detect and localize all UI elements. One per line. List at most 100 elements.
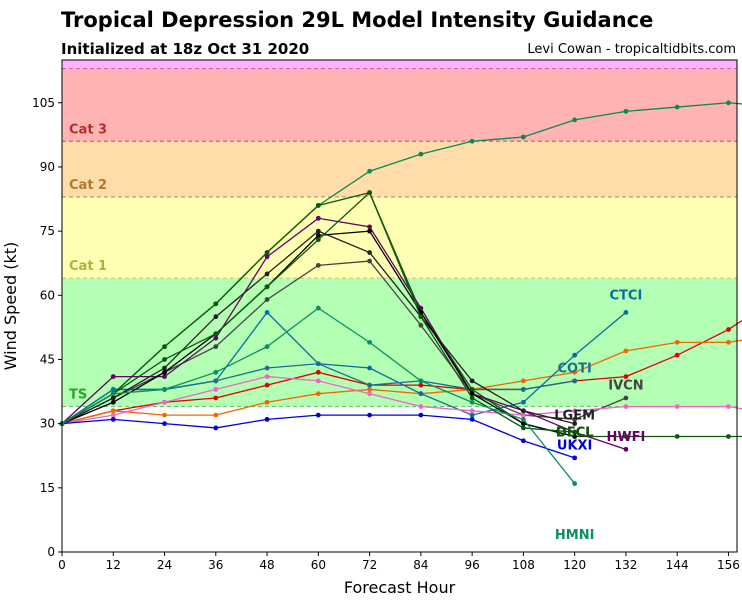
x-tick-label-48: 48 — [259, 558, 274, 572]
point-dshp-60 — [315, 203, 321, 208]
point-decl-84 — [418, 314, 424, 320]
point-coti-48 — [264, 365, 270, 371]
point-cemi-72 — [367, 391, 372, 397]
point-lgem-24 — [162, 365, 167, 371]
series-label-ivcn: IVCN — [608, 378, 643, 393]
point-ship-132 — [623, 108, 629, 114]
point-dshp-24 — [162, 344, 167, 350]
point-decl-24 — [162, 357, 167, 362]
point-ukxi-48 — [264, 416, 270, 422]
band-0 — [62, 406, 737, 552]
point-ivcn-132 — [623, 395, 629, 401]
x-tick-label-96: 96 — [464, 558, 479, 572]
point-lgem-72 — [367, 250, 372, 255]
point-ukxi-108 — [520, 438, 526, 444]
point-avni-84 — [418, 382, 424, 388]
point-ofcl-24 — [162, 369, 167, 375]
point-aemi-72 — [367, 387, 372, 392]
plot-frame — [61, 59, 738, 553]
point-hmni-72 — [367, 339, 372, 345]
point-hwfi-12 — [110, 374, 116, 379]
x-tick-label-36: 36 — [208, 558, 223, 572]
point-hmni-12 — [110, 391, 116, 397]
series-label-ctci: CTCI — [610, 289, 643, 304]
point-ivcn-120 — [572, 416, 578, 422]
x-axis: 01224364860728496108120132144156168 — [58, 552, 740, 572]
point-decl-36 — [213, 331, 219, 337]
point-cemi-12 — [110, 412, 116, 418]
x-tick-label-0: 0 — [58, 558, 66, 572]
point-hmni-36 — [213, 369, 219, 375]
point-lgem-36 — [213, 314, 219, 320]
point-ship-84 — [418, 151, 424, 157]
point-hmni-48 — [264, 344, 270, 350]
point-ivcn-36 — [213, 344, 219, 350]
point-ivcn-48 — [264, 297, 270, 302]
x-tick-label-132: 132 — [614, 558, 637, 572]
series-label-decl: DECL — [556, 425, 594, 440]
point-aemi-120 — [572, 369, 578, 375]
point-ukxi-72 — [367, 412, 372, 418]
point-ctci-84 — [418, 391, 424, 397]
point-ctci-72 — [367, 365, 372, 371]
point-coti-60 — [315, 361, 321, 367]
point-decl-120 — [572, 429, 578, 435]
point-coti-12 — [110, 387, 116, 392]
y-tick-label-90: 90 — [40, 160, 55, 174]
point-ship-144 — [674, 104, 680, 110]
point-cemi-144 — [674, 404, 680, 409]
point-cemi-60 — [315, 378, 321, 384]
point-ofcl-108 — [520, 421, 526, 427]
point-ship-156 — [726, 100, 731, 106]
point-dshp-156 — [726, 434, 731, 439]
point-ctci-96 — [469, 412, 475, 418]
y-tick-label-60: 60 — [40, 288, 55, 302]
point-dshp-144 — [674, 434, 680, 439]
point-cemi-84 — [418, 404, 424, 409]
point-ship-108 — [520, 134, 526, 140]
point-hmni-24 — [162, 387, 167, 392]
series-labels: SHIPAVNIAEMICTCICOTIIVCNCEMIDSHPHWFILGEM… — [554, 289, 645, 544]
point-aemi-144 — [674, 339, 680, 345]
point-lgem-60 — [315, 228, 321, 234]
point-ukxi-12 — [110, 416, 116, 422]
point-lgem-108 — [520, 408, 526, 414]
point-hwfi-48 — [264, 254, 270, 260]
x-tick-label-156: 156 — [717, 558, 740, 572]
point-aemi-132 — [623, 348, 629, 354]
point-aemi-24 — [162, 412, 167, 418]
series-label-hmni: HMNI — [555, 528, 595, 543]
band-4 — [62, 68, 737, 142]
point-decl-108 — [520, 425, 526, 431]
point-lgem-96 — [469, 378, 475, 384]
chart-title: Tropical Depression 29L Model Intensity … — [61, 8, 654, 32]
point-ukxi-96 — [469, 416, 475, 422]
y-tick-label-45: 45 — [40, 352, 55, 366]
point-cemi-156 — [726, 404, 731, 409]
point-avni-36 — [213, 395, 219, 401]
point-hwfi-72 — [367, 224, 372, 230]
band-labels: TS Cat 1 Cat 2 Cat 3 — [69, 122, 107, 402]
x-tick-label-84: 84 — [413, 558, 428, 572]
point-ukxi-36 — [213, 425, 219, 431]
point-ofcl-60 — [315, 233, 321, 238]
point-cemi-108 — [520, 412, 526, 418]
y-tick-label-15: 15 — [40, 481, 55, 495]
x-tick-label-72: 72 — [362, 558, 377, 572]
point-ukxi-60 — [315, 412, 321, 418]
point-aemi-36 — [213, 412, 219, 418]
point-ship-96 — [469, 138, 475, 144]
model-series — [59, 100, 742, 486]
point-cemi-120 — [572, 408, 578, 414]
point-ofcl-12 — [110, 399, 116, 405]
point-hwfi-60 — [315, 215, 321, 221]
point-ivcn-84 — [418, 322, 424, 328]
band-label-cat-2: Cat 2 — [69, 178, 107, 193]
band-label-ts: TS — [69, 388, 87, 403]
point-ctci-108 — [520, 399, 526, 405]
point-avni-132 — [623, 374, 629, 379]
point-decl-60 — [315, 237, 321, 243]
point-ctci-120 — [572, 352, 578, 358]
point-cemi-48 — [264, 374, 270, 379]
